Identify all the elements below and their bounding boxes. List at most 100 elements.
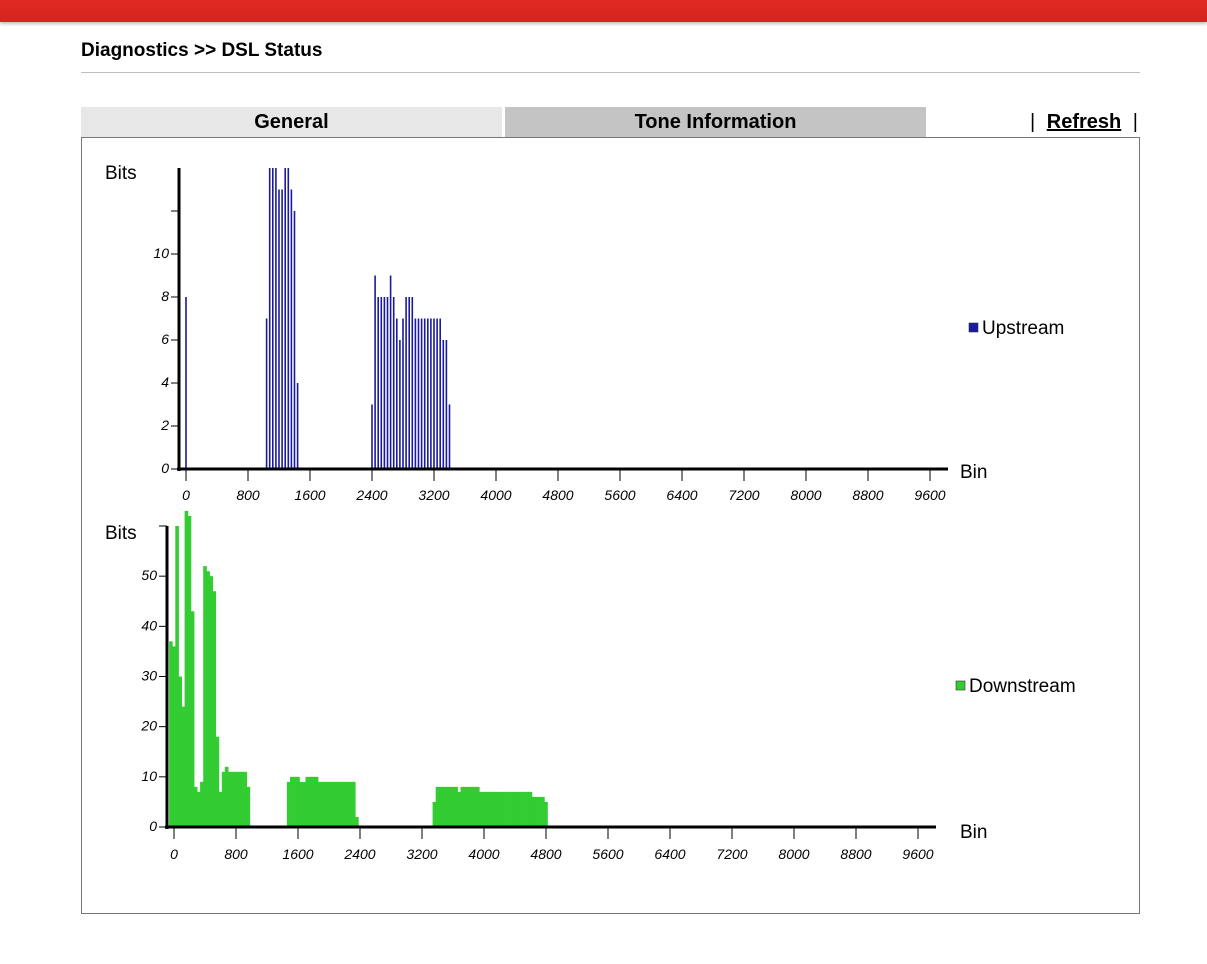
upstream-x-axis-label: Bin [960, 462, 987, 483]
downstream-bar-6 [187, 515, 192, 827]
upstream-bar-2 [268, 168, 271, 469]
downstream-bar-11 [203, 566, 207, 827]
title-divider [81, 72, 1140, 73]
downstream-chart: 0 10 20 30 40 50 0 800 1600 2400 3200 4000 4800 5600 6… [105, 510, 1076, 862]
upstream-x-tick-label-10: 8000 [790, 487, 821, 503]
downstream-bar-2 [175, 526, 179, 827]
upstream-bar-32 [433, 318, 435, 469]
downstream-bar-19 [228, 771, 232, 827]
downstream-bar-12 [206, 571, 210, 827]
upstream-x-tick-label-4: 3200 [418, 487, 449, 503]
downstream-bar-1 [172, 646, 176, 827]
downstream-bar-17 [221, 771, 226, 827]
tab-general[interactable]: General [81, 107, 502, 137]
downstream-bar-7 [190, 611, 195, 827]
downstream-x-tick-label-12: 9600 [902, 846, 933, 862]
upstream-bar-17 [386, 297, 389, 469]
downstream-bar-80 [528, 791, 533, 827]
downstream-bar-79 [525, 791, 530, 827]
upstream-x-tick-label-9: 7200 [728, 487, 759, 503]
downstream-bar-31 [302, 781, 306, 827]
upstream-bar-22 [402, 318, 404, 469]
downstream-x-tick-label-6: 4800 [530, 846, 561, 862]
downstream-bar-32 [305, 776, 310, 827]
tab-tone-information[interactable]: Tone Information [505, 107, 926, 137]
downstream-bar-13 [209, 576, 213, 827]
downstream-bar-55 [451, 786, 455, 827]
downstream-legend-swatch [955, 680, 966, 691]
downstream-bar-84 [541, 796, 545, 827]
upstream-x-tick-label-8: 6400 [666, 487, 697, 503]
downstream-x-axis-label: Bin [960, 822, 987, 843]
downstream-bar-41 [333, 781, 337, 827]
downstream-bar-64 [479, 791, 483, 827]
downstream-y-tick-label-0: 0 [149, 818, 157, 834]
downstream-bar-37 [321, 781, 325, 827]
downstream-bar-24 [243, 771, 248, 827]
downstream-bar-0 [169, 641, 173, 827]
downstream-bar-45 [345, 781, 350, 827]
downstream-y-tick-label-2: 20 [140, 718, 157, 734]
downstream-bar-83 [538, 796, 542, 827]
downstream-bar-66 [485, 791, 489, 827]
upstream-y-tick-label-2: 4 [161, 374, 169, 390]
downstream-bar-21 [234, 771, 238, 827]
upstream-bar-14 [377, 297, 379, 469]
downstream-bar-46 [348, 781, 353, 827]
downstream-bar-75 [513, 791, 517, 827]
downstream-x-tick-label-3: 2400 [343, 846, 375, 862]
upstream-bar-33 [436, 318, 438, 469]
upstream-bar-25 [411, 297, 414, 469]
downstream-legend-label: Downstream [969, 676, 1076, 697]
downstream-bar-35 [314, 776, 319, 827]
downstream-y-tick-label-3: 30 [141, 668, 157, 684]
refresh-link[interactable]: Refresh [1046, 111, 1122, 133]
downstream-bar-62 [472, 786, 477, 827]
downstream-bar-78 [522, 791, 527, 827]
downstream-bar-25 [246, 786, 251, 827]
upstream-bar-23 [405, 297, 407, 469]
downstream-bar-36 [317, 781, 322, 827]
upstream-x-tick-label-6: 4800 [542, 487, 573, 503]
upstream-x-tick-label-1: 800 [236, 487, 260, 503]
upstream-bar-26 [414, 318, 417, 469]
downstream-y-tick-label-4: 40 [141, 617, 157, 633]
downstream-bar-20 [231, 771, 235, 827]
downstream-bar-48 [355, 816, 359, 827]
downstream-bar-44 [342, 781, 347, 827]
upstream-bar-24 [408, 297, 410, 469]
separator-left: | [1029, 111, 1036, 133]
upstream-bar-31 [430, 318, 432, 469]
upstream-bar-37 [448, 404, 451, 469]
upstream-bar-35 [442, 340, 445, 469]
downstream-bar-16 [218, 791, 223, 827]
downstream-bar-5 [184, 510, 189, 827]
upstream-bar-27 [417, 318, 420, 469]
upstream-bar-4 [275, 168, 277, 469]
upstream-bar-3 [272, 168, 274, 469]
downstream-bar-49 [432, 801, 437, 827]
downstream-bar-63 [476, 786, 480, 827]
downstream-x-tick-label-1: 800 [224, 846, 248, 862]
downstream-bar-69 [494, 791, 499, 827]
downstream-bar-9 [197, 791, 201, 827]
upstream-bar-21 [399, 340, 401, 469]
downstream-bar-10 [200, 781, 204, 827]
downstream-x-tick-label-9: 7200 [716, 846, 747, 862]
upstream-y-tick-label-3: 6 [161, 331, 169, 347]
downstream-bar-51 [438, 786, 443, 827]
downstream-x-tick-label-5: 4000 [468, 846, 499, 862]
downstream-bar-43 [339, 781, 344, 827]
downstream-bar-68 [491, 791, 496, 827]
upstream-bar-30 [427, 318, 429, 469]
downstream-bar-58 [460, 786, 465, 827]
downstream-bar-8 [193, 786, 198, 827]
downstream-bar-29 [296, 776, 300, 827]
downstream-bar-4 [181, 706, 186, 827]
upstream-y-axis-label: Bits [105, 163, 137, 184]
downstream-bar-76 [516, 791, 520, 827]
upstream-bar-28 [420, 318, 423, 469]
downstream-bar-50 [435, 786, 440, 827]
upstream-bar-15 [380, 297, 383, 469]
downstream-x-tick-label-2: 1600 [282, 846, 313, 862]
